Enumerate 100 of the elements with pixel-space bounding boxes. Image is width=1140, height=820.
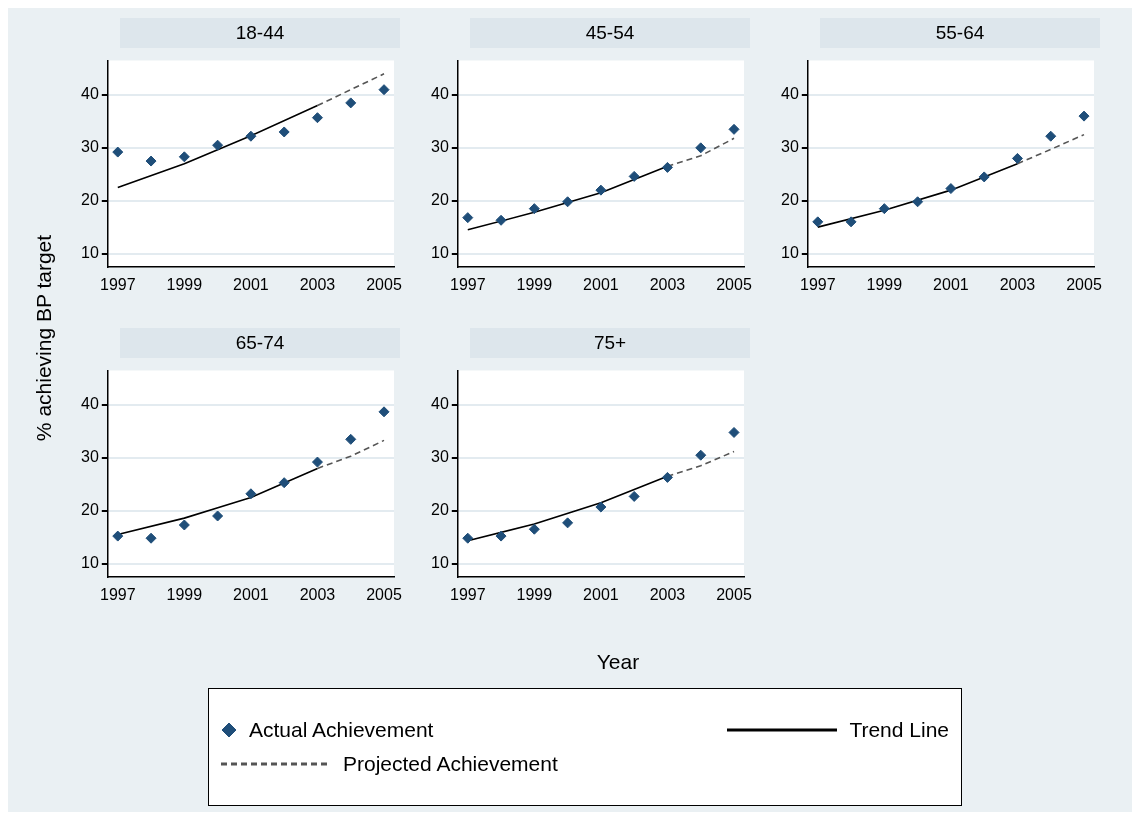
y-tick-label: 30 [781,138,799,156]
x-tick-label: 1999 [516,275,553,293]
y-tick-label: 10 [781,243,799,261]
point [661,161,673,173]
x-tick-label: 1997 [799,275,836,293]
x-tick-label: 1999 [516,585,553,603]
point [212,139,224,151]
x-tick-label: 2003 [999,275,1036,293]
point [345,97,357,109]
y-tick-label: 10 [431,243,449,261]
point [178,151,190,163]
y-tick-label: 20 [431,501,449,519]
y-tick-label: 10 [81,243,99,261]
point [728,426,740,438]
x-tick-label: 2005 [716,275,752,293]
y-tick-label: 20 [431,191,449,209]
y-tick-label: 20 [781,191,799,209]
point [695,449,707,461]
x-tick-label: 2001 [933,275,969,293]
point [728,123,740,135]
y-tick-label: 40 [81,85,99,103]
point [528,203,540,215]
point [378,406,390,418]
y-tick-label: 30 [81,448,99,466]
y-tick-label: 40 [431,85,449,103]
point [245,130,257,142]
point [1078,110,1090,122]
y-tick-label: 30 [431,448,449,466]
point [1011,152,1023,164]
x-tick-label: 2003 [649,585,686,603]
point [311,456,323,468]
point [978,171,990,183]
point [145,155,157,167]
point [562,517,574,529]
y-tick-label: 20 [81,191,99,209]
point [695,142,707,154]
point [345,433,357,445]
point [278,477,290,489]
x-tick-label: 2001 [583,275,619,293]
point [1045,130,1057,142]
chart-title: 65-74 [120,328,400,358]
y-tick-label: 40 [781,85,799,103]
x-tick-label: 2003 [299,585,336,603]
y-tick-label: 30 [81,138,99,156]
point [495,530,507,542]
point [812,216,824,228]
y-tick-label: 20 [81,501,99,519]
y-tick-label: 30 [431,138,449,156]
point [112,146,124,158]
point [595,501,607,513]
point [212,510,224,522]
point [495,214,507,226]
legend-label: Actual Achievement [249,718,434,742]
point [462,532,474,544]
point [145,532,157,544]
point [528,523,540,535]
x-tick-label: 2001 [583,585,619,603]
point [912,196,924,208]
x-tick-label: 2005 [1066,275,1102,293]
point [378,84,390,96]
chart-title: 45-54 [470,18,750,48]
point [628,170,640,182]
point [595,184,607,196]
y-axis-title: % achieving BP target [32,234,56,442]
point [112,530,124,542]
x-axis-title: Year [596,650,640,674]
chart-title: 18-44 [120,18,400,48]
legend-label: Projected Achievement [343,752,558,776]
x-tick-label: 2005 [716,585,752,603]
chart-title: 55-64 [820,18,1100,48]
point [661,471,673,483]
y-tick-label: 40 [81,395,99,413]
x-tick-label: 2005 [366,275,402,293]
point [462,212,474,224]
y-tick-label: 10 [431,553,449,571]
x-tick-label: 2003 [299,275,336,293]
legend-label: Trend Line [849,718,949,742]
x-tick-label: 1999 [166,275,203,293]
x-tick-label: 2005 [366,585,402,603]
y-tick-label: 10 [81,553,99,571]
point [628,490,640,502]
x-tick-label: 2003 [649,275,686,293]
point [878,203,890,215]
x-tick-label: 1999 [866,275,903,293]
point [945,183,957,195]
x-tick-label: 1997 [99,585,136,603]
x-tick-label: 2001 [233,585,269,603]
x-tick-label: 2001 [233,275,269,293]
chart-title: 75+ [470,328,750,358]
y-tick-label: 40 [431,395,449,413]
point [311,112,323,124]
point [178,519,190,531]
x-tick-label: 1997 [449,275,486,293]
point [845,216,857,228]
point [245,488,257,500]
x-tick-label: 1997 [449,585,486,603]
x-tick-label: 1997 [99,275,136,293]
x-tick-label: 1999 [166,585,203,603]
point [278,126,290,138]
point [562,196,574,208]
